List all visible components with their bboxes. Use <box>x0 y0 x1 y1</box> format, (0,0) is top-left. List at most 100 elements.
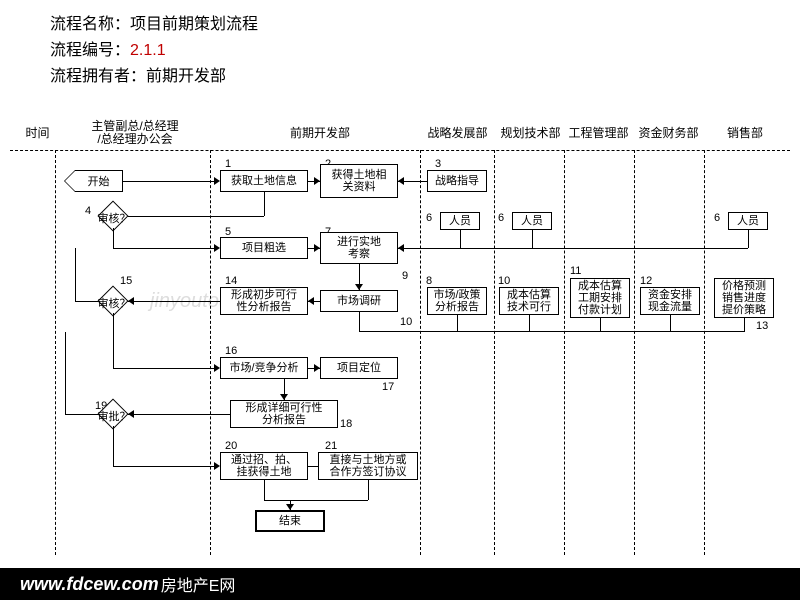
lane-sales: 销售部 <box>715 127 775 140</box>
lane-div-5 <box>634 150 635 555</box>
num-21: 21 <box>325 440 337 452</box>
lane-div-6 <box>704 150 705 555</box>
edge <box>128 216 264 217</box>
flow-owner: 流程拥有者：前期开发部 <box>50 62 750 86</box>
name-value: 项目前期策划流程 <box>130 16 258 33</box>
edge <box>308 466 318 467</box>
num-11: 11 <box>570 265 581 277</box>
start-node: 开始 <box>75 170 123 192</box>
arrow <box>214 244 220 252</box>
lane-planning: 规划技术部 <box>498 127 563 140</box>
diamond-15-label: 审核？ <box>97 295 131 311</box>
edge <box>264 192 265 216</box>
node-12: 资金安排 现金流量 <box>640 287 700 315</box>
num-15: 15 <box>120 275 132 287</box>
arrow <box>308 297 314 305</box>
edge <box>123 181 218 182</box>
node-10: 成本估算 技术可行 <box>499 287 559 315</box>
edge <box>398 248 748 249</box>
num-3: 3 <box>435 158 441 170</box>
flow-name: 流程名称：项目前期策划流程 <box>50 10 750 34</box>
edge <box>113 426 114 466</box>
node-2: 获得土地相 关资料 <box>320 164 398 198</box>
edge <box>113 313 114 368</box>
edge <box>460 230 461 248</box>
end-label: 结束 <box>279 515 301 527</box>
node-9-label: 市场调研 <box>337 295 381 307</box>
edge <box>532 230 533 248</box>
edge <box>457 315 458 331</box>
arrow <box>314 364 320 372</box>
node-6c-label: 人员 <box>737 215 759 227</box>
edge <box>744 318 745 331</box>
node-1-label: 获取土地信息 <box>231 175 297 187</box>
footer-url: www.fdcew.com <box>20 574 159 595</box>
node-20: 通过招、拍、 挂获得土地 <box>220 452 308 480</box>
num-13: 13 <box>756 320 768 332</box>
edge <box>75 248 76 301</box>
edge <box>368 480 369 500</box>
end-node: 结束 <box>255 510 325 532</box>
lane-mgmt: 主管副总/总经理 /总经理办公会 <box>75 120 195 146</box>
node-13: 价格预测 销售进度 提价策略 <box>714 278 774 318</box>
arrow <box>214 364 220 372</box>
lane-top-border <box>10 150 790 151</box>
lane-div-4 <box>564 150 565 555</box>
arrow <box>286 504 294 510</box>
arrow <box>214 177 220 185</box>
node-8-label: 市场/政策 分析报告 <box>433 289 480 313</box>
edge <box>359 312 360 331</box>
arrow <box>314 177 320 185</box>
edge <box>529 315 530 331</box>
edge <box>670 315 671 331</box>
num-16: 16 <box>225 345 237 357</box>
node-1: 获取土地信息 <box>220 170 308 192</box>
edge <box>264 480 265 500</box>
footer: www.fdcew.com房地产E网 <box>0 568 800 600</box>
edge <box>128 414 230 415</box>
edge <box>128 301 220 302</box>
node-20-label: 通过招、拍、 挂获得土地 <box>231 454 297 478</box>
node-6b-label: 人员 <box>521 215 543 227</box>
edge <box>65 332 66 414</box>
id-value: 2.1.1 <box>130 42 166 59</box>
name-label: 流程名称： <box>50 16 130 33</box>
node-9: 市场调研 <box>320 290 398 312</box>
node-5: 项目粗选 <box>220 237 308 259</box>
owner-label: 流程拥有者： <box>50 68 146 85</box>
node-18: 形成详细可行性 分析报告 <box>230 400 338 428</box>
node-8: 市场/政策 分析报告 <box>427 287 487 315</box>
edge <box>113 368 218 369</box>
lane-finance: 资金财务部 <box>636 127 701 140</box>
footer-cn: 房地产E网 <box>161 572 236 596</box>
arrow <box>280 394 288 400</box>
node-7-label: 进行实地 考察 <box>337 236 381 260</box>
num-1: 1 <box>225 158 231 170</box>
lane-time: 时间 <box>20 127 55 140</box>
node-12-label: 资金安排 现金流量 <box>648 289 692 313</box>
node-6a: 人员 <box>440 212 480 230</box>
lane-strategy: 战略发展部 <box>425 127 490 140</box>
node-16-label: 市场/竞争分析 <box>229 362 298 374</box>
lane-div-2 <box>420 150 421 555</box>
num-6a: 6 <box>426 212 432 224</box>
node-7: 进行实地 考察 <box>320 232 398 264</box>
node-11: 成本估算 工期安排 付款计划 <box>570 278 630 318</box>
num-9: 9 <box>402 270 408 282</box>
num-14: 14 <box>225 275 237 287</box>
num-10-b: 10 <box>400 316 412 328</box>
node-21-label: 直接与土地方或 合作方签订协议 <box>330 454 407 478</box>
arrow <box>214 462 220 470</box>
owner-value: 前期开发部 <box>146 68 226 85</box>
edge <box>748 230 749 248</box>
num-6c: 6 <box>714 212 720 224</box>
num-6b: 6 <box>498 212 504 224</box>
num-4: 4 <box>85 205 91 217</box>
num-17: 17 <box>382 381 394 393</box>
lane-div-3 <box>494 150 495 555</box>
arrow <box>355 284 363 290</box>
lane-headers: 时间 主管副总/总经理 /总经理办公会 前期开发部 战略发展部 规划技术部 工程… <box>0 115 800 150</box>
node-10-label: 成本估算 技术可行 <box>507 289 551 313</box>
edge <box>359 331 745 332</box>
node-6b: 人员 <box>512 212 552 230</box>
